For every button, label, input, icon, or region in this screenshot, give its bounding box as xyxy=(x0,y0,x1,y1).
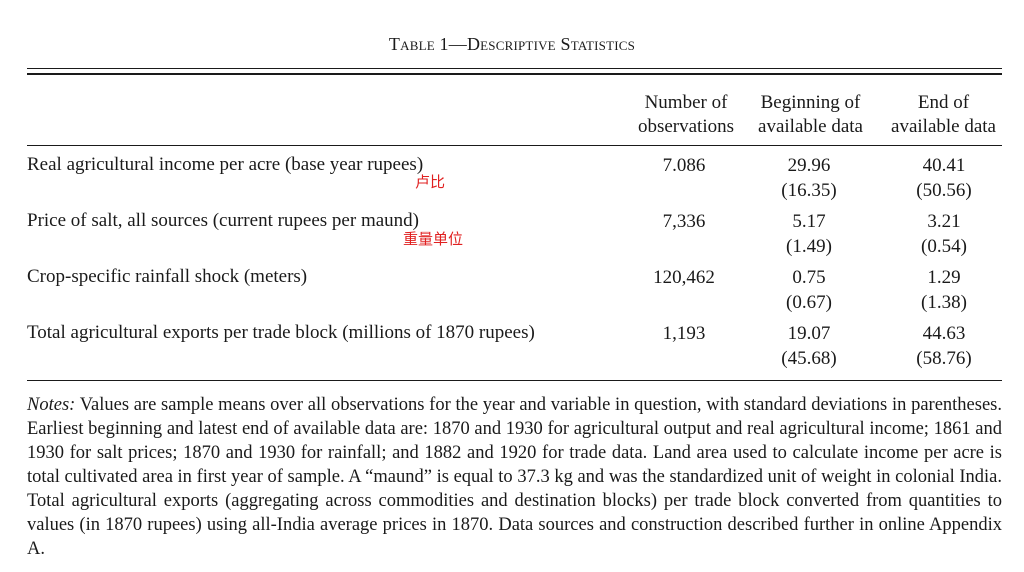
table-row: Real agricultural income per acre (base … xyxy=(0,153,1024,209)
row-label: Real agricultural income per acre (base … xyxy=(27,154,424,175)
row-label: Price of salt, all sources (current rupe… xyxy=(27,210,419,231)
col-header-line: observations xyxy=(637,116,735,137)
sd-value: (45.68) xyxy=(781,348,837,369)
end-value: 1.29 (1.38) xyxy=(884,265,1004,315)
top-rule-thick xyxy=(27,73,1002,75)
header-rule xyxy=(27,145,1002,146)
end-value: 40.41 (50.56) xyxy=(884,153,1004,203)
begin-value: 29.96 (16.35) xyxy=(749,153,869,203)
col-header-line: End of xyxy=(917,92,970,113)
mean-value: 44.63 xyxy=(922,323,966,344)
table-notes: Notes: Values are sample means over all … xyxy=(27,393,1002,561)
notes-text: Values are sample means over all observa… xyxy=(27,395,1002,559)
sd-value: (16.35) xyxy=(781,180,837,201)
table-row: Crop-specific rainfall shock (meters) 12… xyxy=(0,265,1024,321)
notes-label: Notes: xyxy=(27,395,76,415)
end-value: 44.63 (58.76) xyxy=(884,321,1004,371)
obs-count: 7,336 xyxy=(662,211,706,232)
sd-value: (1.38) xyxy=(921,292,967,313)
col-header-beginning: Beginning of available data xyxy=(748,91,873,139)
col-header-line: available data xyxy=(758,116,863,137)
row-label: Total agricultural exports per trade blo… xyxy=(27,322,535,343)
handwritten-annotation-maund: 重量单位 xyxy=(403,230,464,248)
mean-value: 19.07 xyxy=(787,323,831,344)
obs-count: 120,462 xyxy=(653,267,715,288)
top-rule-thin xyxy=(27,68,1002,69)
end-value: 3.21 (0.54) xyxy=(884,209,1004,259)
mean-value: 0.75 xyxy=(792,267,826,288)
mean-value: 29.96 xyxy=(787,155,831,176)
sd-value: (0.67) xyxy=(786,292,832,313)
handwritten-annotation-rupees: 卢比 xyxy=(415,173,446,191)
col-header-line: available data xyxy=(891,116,996,137)
sd-value: (0.54) xyxy=(921,236,967,257)
sd-value: (50.56) xyxy=(916,180,972,201)
obs-count: 7.086 xyxy=(662,155,706,176)
mean-value: 40.41 xyxy=(922,155,966,176)
col-header-end: End of available data xyxy=(880,91,1007,139)
col-header-line: Beginning of xyxy=(760,92,861,113)
mean-value: 3.21 xyxy=(927,211,961,232)
begin-value: 5.17 (1.49) xyxy=(749,209,869,259)
sd-value: (1.49) xyxy=(786,236,832,257)
begin-value: 19.07 (45.68) xyxy=(749,321,869,371)
table-row: Total agricultural exports per trade blo… xyxy=(0,321,1024,377)
col-header-observations: Number of observations xyxy=(627,91,745,139)
col-header-line: Number of xyxy=(644,92,728,113)
table-title: Table 1—Descriptive Statistics xyxy=(388,34,636,54)
obs-count: 1,193 xyxy=(662,323,706,344)
sd-value: (58.76) xyxy=(916,348,972,369)
mean-value: 5.17 xyxy=(792,211,826,232)
bottom-rule xyxy=(27,380,1002,381)
row-label: Crop-specific rainfall shock (meters) xyxy=(27,266,308,287)
begin-value: 0.75 (0.67) xyxy=(749,265,869,315)
mean-value: 1.29 xyxy=(927,267,961,288)
table-row: Price of salt, all sources (current rupe… xyxy=(0,209,1024,265)
